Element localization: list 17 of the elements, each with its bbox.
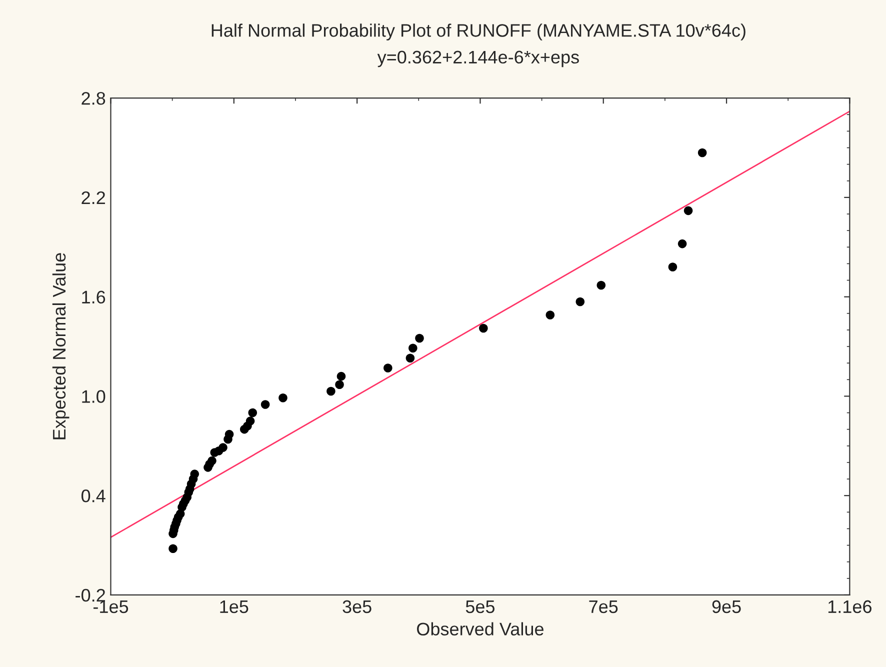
x-tick-label: 9e5 xyxy=(712,600,741,614)
x-tick-label: 3e5 xyxy=(342,600,372,614)
y-axis-title: Expected Normal Value xyxy=(52,253,70,440)
y-tick-label: 2.2 xyxy=(82,191,105,204)
x-tick-label: 1.1e6 xyxy=(828,600,872,614)
y-tick-label: -0.2 xyxy=(76,588,105,602)
y-tick-label: 2.8 xyxy=(82,92,106,105)
x-tick-label: -1e5 xyxy=(93,600,128,614)
x-axis-title: Observed Value xyxy=(417,622,544,636)
chart-title: Half Normal Probability Plot of RUNOFF (MANYAME.STA 10v*64c) xyxy=(212,24,746,40)
x-tick-label: 5e5 xyxy=(466,600,495,614)
chart-subtitle: y=0.362+2.144e-6*x+eps xyxy=(377,50,579,68)
y-tick-label: 1.6 xyxy=(82,290,106,304)
y-tick-label: 0.4 xyxy=(81,490,106,502)
x-tick-label: 1e5 xyxy=(220,600,248,614)
y-tick-label: 1.0 xyxy=(82,390,106,403)
x-tick-label: 7e5 xyxy=(589,600,618,614)
